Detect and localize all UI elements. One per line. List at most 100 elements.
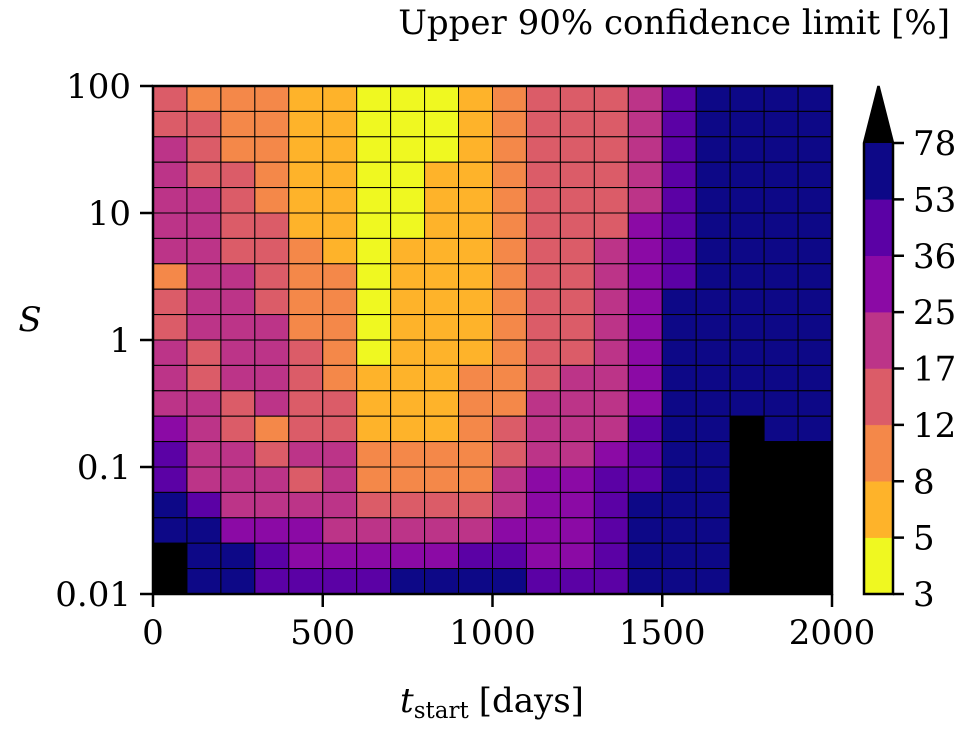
heatmap-cell (559, 441, 595, 468)
heatmap-cell (458, 390, 493, 417)
heatmap-cell (559, 314, 595, 341)
heatmap-cell (220, 491, 256, 519)
heatmap-cell (458, 288, 493, 316)
x-axis-label: tstart [days] (400, 681, 584, 724)
heatmap-cell (152, 314, 188, 341)
heatmap-cell (390, 517, 426, 544)
heatmap-cell (424, 85, 460, 112)
heatmap-cell (627, 441, 663, 468)
heatmap-cell (152, 187, 188, 214)
heatmap-cell (593, 364, 629, 392)
heatmap-cell (322, 415, 358, 443)
heatmap-cell (322, 339, 358, 366)
heatmap-cell (254, 364, 290, 392)
heatmap-cell (492, 263, 527, 290)
heatmap-cell (220, 568, 256, 595)
heatmap-cell (763, 364, 799, 392)
heatmap-cell (356, 314, 392, 341)
heatmap-cell (593, 212, 629, 239)
heatmap-cell (458, 568, 493, 595)
heatmap-cell (152, 568, 188, 595)
heatmap-cell (763, 212, 799, 239)
heatmap-cell (797, 263, 833, 290)
colorbar-tick-label: 17 (913, 350, 956, 390)
heatmap-cell (559, 237, 595, 265)
heatmap-cell (593, 517, 629, 544)
heatmap-cell (525, 288, 561, 316)
heatmap-cell (390, 288, 426, 316)
heatmap-cell (356, 364, 392, 392)
heatmap-cell (390, 339, 426, 366)
heatmap-cell (797, 339, 833, 366)
heatmap-cell (627, 136, 663, 163)
heatmap-cell (627, 466, 663, 493)
heatmap-cell (254, 517, 290, 544)
heatmap-cell (797, 136, 833, 163)
heatmap-cell (424, 364, 460, 392)
heatmap-cell (424, 110, 460, 138)
heatmap-cell (152, 110, 188, 138)
heatmap-cell (356, 466, 392, 493)
heatmap-cell (492, 314, 527, 341)
heatmap-cell (661, 314, 697, 341)
heatmap-cell (322, 85, 358, 112)
heatmap-cell (390, 364, 426, 392)
colorbar-band (863, 199, 894, 256)
heatmap-cell (627, 390, 663, 417)
heatmap-cell (661, 212, 697, 239)
heatmap-cell (492, 390, 527, 417)
x-axis: 0 500 1000 1500 2000 (142, 594, 875, 653)
heatmap-cell (458, 161, 493, 189)
heatmap-cell (152, 466, 188, 493)
heatmap-cell (695, 568, 731, 595)
heatmap-cell (661, 161, 697, 189)
heatmap-cell (390, 187, 426, 214)
heatmap-cell (627, 161, 663, 189)
heatmap-cell (152, 441, 188, 468)
heatmap-cell (288, 161, 324, 189)
heatmap-cell (288, 390, 324, 417)
heatmap-cell (729, 390, 765, 417)
heatmap-cell (288, 85, 324, 112)
heatmap-cell (661, 364, 697, 392)
heatmap-cell (797, 517, 833, 544)
heatmap-cell (424, 466, 460, 493)
heatmap-cell (152, 136, 188, 163)
heatmap-cell (254, 542, 290, 570)
heatmap-cell (525, 85, 561, 112)
heatmap-cell (729, 542, 765, 570)
heatmap-cell (424, 441, 460, 468)
heatmap-cell (661, 136, 697, 163)
heatmap-cell (492, 466, 527, 493)
heatmap-cell (695, 161, 731, 189)
heatmap-cell (559, 161, 595, 189)
heatmap-cell (797, 364, 833, 392)
heatmap-cell (152, 161, 188, 189)
heatmap-cell (220, 237, 256, 265)
heatmap-cell (220, 136, 256, 163)
heatmap-cell (661, 110, 697, 138)
heatmap-cell (525, 237, 561, 265)
heatmap-cell (627, 491, 663, 519)
colorbar-band (863, 424, 894, 482)
heatmap-cell (661, 339, 697, 366)
heatmap-cell (525, 339, 561, 366)
colorbar-tick-label: 36 (913, 237, 956, 277)
heatmap-cell (661, 187, 697, 214)
heatmap-cell (356, 85, 392, 112)
heatmap-cell (559, 568, 595, 595)
heatmap-cell (390, 161, 426, 189)
heatmap-cell (763, 339, 799, 366)
heatmap-cell (458, 110, 493, 138)
heatmap-cell (390, 415, 426, 443)
heatmap-cell (458, 237, 493, 265)
heatmap-cell (356, 491, 392, 519)
heatmap-cell (492, 110, 527, 138)
heatmap-cell (424, 491, 460, 519)
heatmap-cell (593, 466, 629, 493)
heatmap-cell (492, 517, 527, 544)
heatmap-cell (390, 568, 426, 595)
heatmap-cell (458, 517, 493, 544)
heatmap-cell (627, 364, 663, 392)
heatmap-cell (729, 187, 765, 214)
